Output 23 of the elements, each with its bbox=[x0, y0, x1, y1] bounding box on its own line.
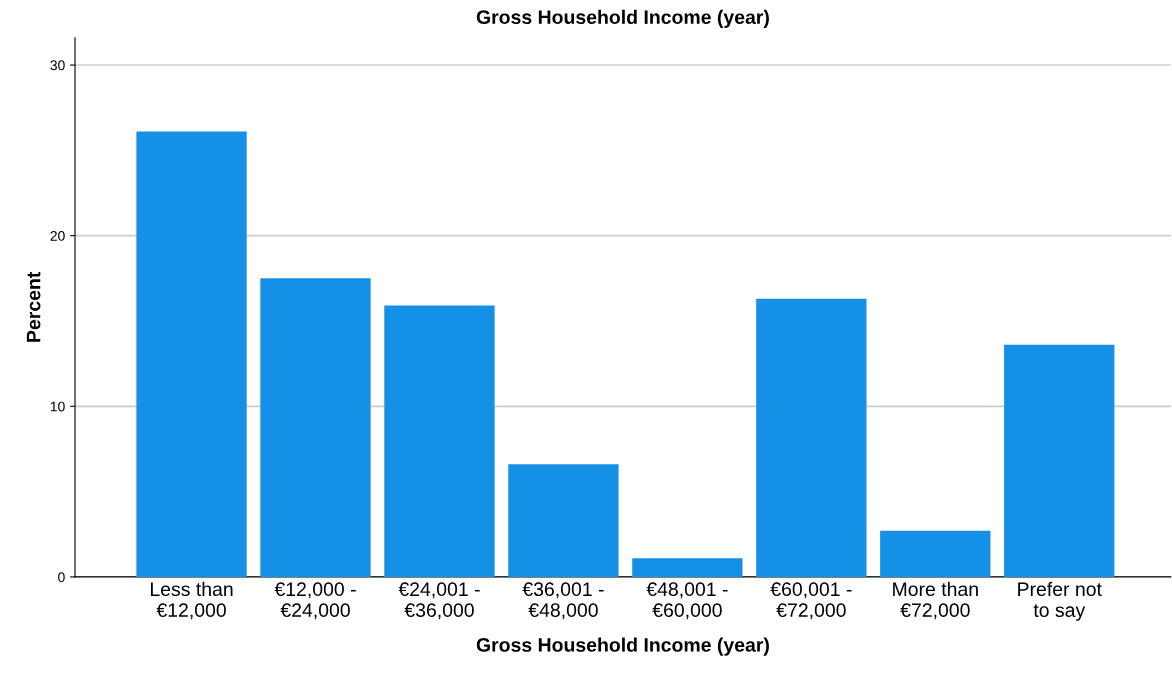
y-axis-title: Percent bbox=[26, 271, 41, 342]
x-tick-label: €60,001 - €72,000 bbox=[770, 582, 852, 620]
y-tick-label: 30 bbox=[50, 60, 65, 71]
y-tick-label: 20 bbox=[50, 231, 65, 241]
x-tick-label: Prefer not to say bbox=[1018, 581, 1102, 621]
y-tick-label: 0 bbox=[58, 572, 65, 583]
x-tick-label: More than €72,000 bbox=[893, 581, 978, 620]
chart-title: Gross Household Income (year) bbox=[476, 9, 769, 28]
bar bbox=[756, 298, 867, 577]
x-tick-label: €12,000 - €24,000 bbox=[274, 582, 356, 620]
y-tick-label: 10 bbox=[50, 401, 65, 412]
bar bbox=[260, 278, 371, 577]
bar bbox=[632, 558, 743, 577]
x-tick-label: €48,001 - €60,000 bbox=[646, 582, 728, 620]
x-tick-label: €24,001 - €36,000 bbox=[398, 582, 480, 620]
x-axis-title: Gross Household Income (year) bbox=[476, 637, 769, 656]
bar bbox=[508, 464, 619, 577]
x-tick-label: €36,001 - €48,000 bbox=[522, 582, 604, 620]
bar bbox=[136, 131, 247, 577]
x-tick-label: Less than €12,000 bbox=[150, 581, 233, 620]
bar bbox=[1004, 344, 1115, 577]
bar bbox=[880, 530, 991, 577]
bar bbox=[384, 305, 495, 577]
